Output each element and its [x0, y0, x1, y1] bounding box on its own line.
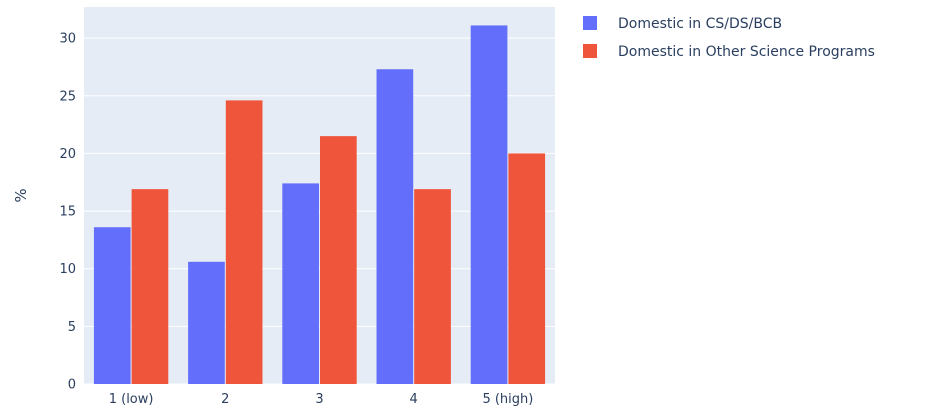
x-tick-label: 2 [221, 392, 229, 407]
bar-cs-ds-bcb-4[interactable] [376, 69, 414, 384]
legend-swatch [583, 44, 597, 58]
x-tick-label: 5 (high) [482, 392, 533, 407]
y-tick-label: 5 [68, 320, 76, 335]
bar-cs-ds-bcb-5[interactable] [470, 25, 508, 385]
x-tick-label: 3 [315, 392, 323, 407]
y-tick-label: 15 [59, 205, 76, 220]
x-tick-label: 1 (low) [109, 392, 154, 407]
legend-label: Domestic in CS/DS/BCB [618, 16, 782, 32]
bar-cs-ds-bcb-3[interactable] [282, 183, 319, 384]
x-tick-labels: 1 (low) 2 3 4 5 (high) [109, 392, 534, 407]
x-tick-label: 4 [410, 392, 418, 407]
y-axis-label: % [12, 188, 30, 202]
bar-other-science-2[interactable] [225, 100, 263, 385]
bar-other-science-4[interactable] [414, 189, 451, 384]
bar-other-science-3[interactable] [320, 136, 357, 384]
legend-item[interactable]: Domestic in CS/DS/BCB [583, 16, 782, 32]
bars [93, 25, 546, 385]
bar-cs-ds-bcb-1[interactable] [93, 227, 131, 384]
y-tick-label: 0 [68, 378, 76, 393]
bar-other-science-5[interactable] [508, 153, 546, 384]
y-tick-label: 25 [59, 89, 76, 104]
y-tick-labels: 0 5 10 15 20 25 30 [59, 32, 76, 393]
legend[interactable]: Domestic in CS/DS/BCB Domestic in Other S… [583, 16, 875, 60]
bar-other-science-1[interactable] [131, 189, 169, 384]
y-tick-label: 20 [59, 147, 76, 162]
legend-item[interactable]: Domestic in Other Science Programs [583, 44, 875, 60]
legend-swatch [583, 16, 597, 30]
y-tick-label: 10 [59, 262, 76, 277]
legend-label: Domestic in Other Science Programs [618, 44, 875, 60]
bar-cs-ds-bcb-2[interactable] [188, 261, 225, 384]
y-tick-label: 30 [59, 32, 76, 47]
